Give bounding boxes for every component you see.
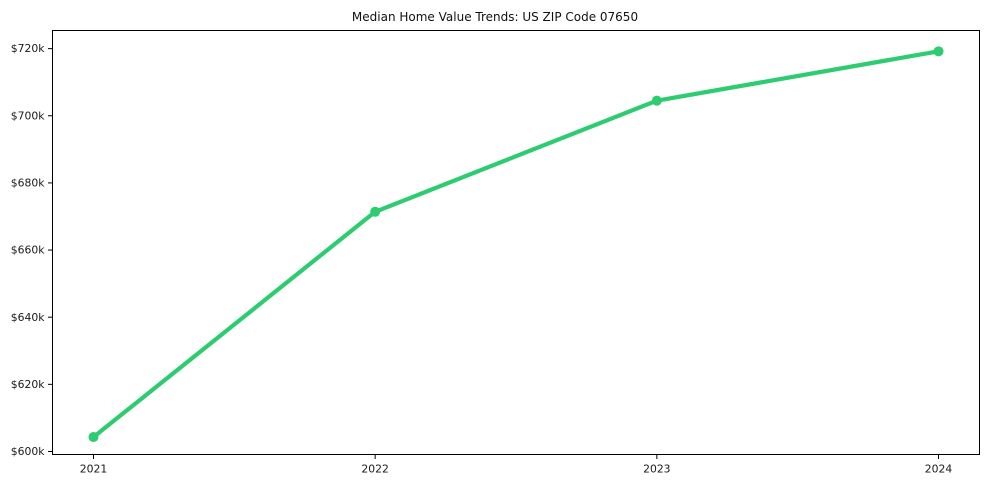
trend-line <box>91 49 941 440</box>
plot-area: $600k $620k $640k $660k $680k $700k $720k 2021 2… <box>11 30 980 476</box>
x-tick-label: 2024 <box>925 463 953 476</box>
y-tick-label: $620k <box>11 378 45 391</box>
y-tick-label: $700k <box>11 109 45 122</box>
y-tick-label: $660k <box>11 244 45 257</box>
y-tick-label: $720k <box>11 42 45 55</box>
x-tick-label: 2022 <box>361 463 388 476</box>
data-point-marker <box>933 46 944 57</box>
y-tick-label: $680k <box>11 177 45 190</box>
axes-frame <box>52 30 980 455</box>
chart-title: Median Home Value Trends: US ZIP Code 07… <box>352 10 638 24</box>
y-tick-label: $640k <box>11 311 45 324</box>
data-point-marker <box>370 206 381 217</box>
x-tick-label: 2023 <box>643 463 670 476</box>
y-tick-label: $600k <box>11 445 45 458</box>
data-point-marker <box>88 432 99 443</box>
data-point-marker <box>651 95 662 106</box>
x-tick-label: 2021 <box>80 463 107 476</box>
